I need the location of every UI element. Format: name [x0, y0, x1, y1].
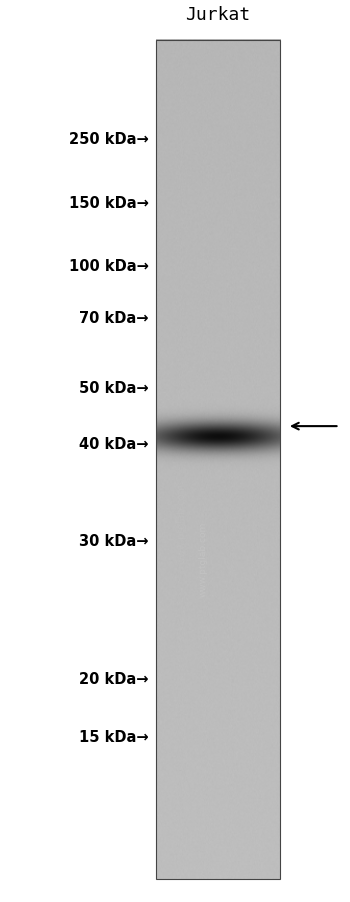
Text: www.ptglab.com: www.ptglab.com: [177, 483, 187, 564]
Text: 70 kDa→: 70 kDa→: [79, 311, 149, 326]
Text: 150 kDa→: 150 kDa→: [69, 196, 149, 210]
Text: 30 kDa→: 30 kDa→: [79, 534, 149, 548]
Text: Jurkat: Jurkat: [185, 6, 251, 24]
Text: 40 kDa→: 40 kDa→: [79, 437, 149, 451]
Text: 15 kDa→: 15 kDa→: [79, 730, 149, 744]
Bar: [156, 41, 280, 879]
Text: 50 kDa→: 50 kDa→: [79, 381, 149, 395]
Text: www.ptglab.com: www.ptglab.com: [198, 521, 208, 597]
Text: 20 kDa→: 20 kDa→: [79, 671, 149, 686]
Text: 100 kDa→: 100 kDa→: [69, 259, 149, 273]
Text: 250 kDa→: 250 kDa→: [69, 133, 149, 147]
